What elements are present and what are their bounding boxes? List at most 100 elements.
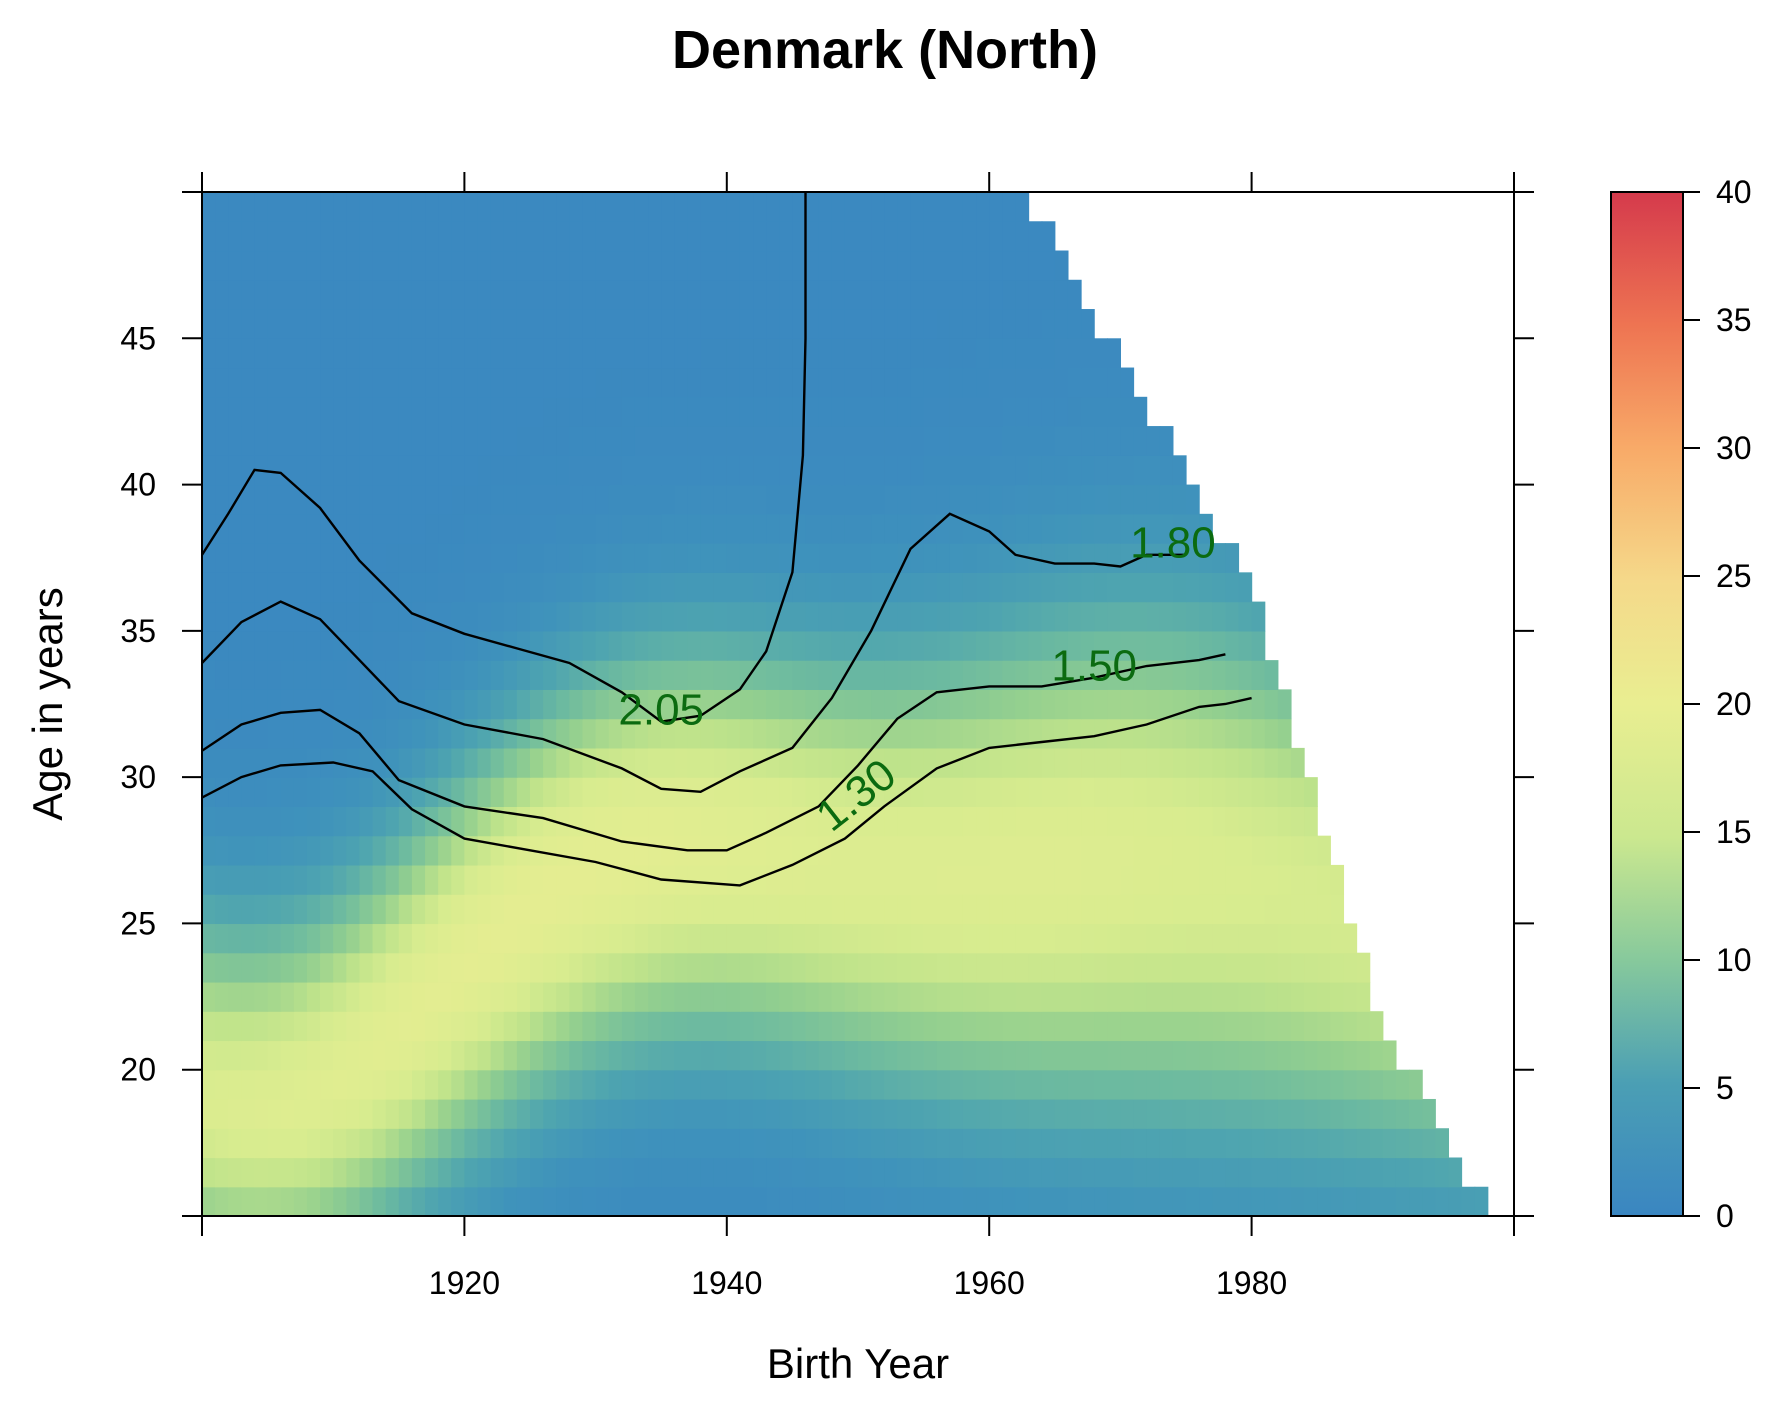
heatmap-cell: [530, 1186, 544, 1216]
heatmap-cell: [661, 981, 675, 1012]
heatmap-cell: [634, 367, 649, 398]
heatmap-cell: [556, 367, 570, 398]
heatmap-cell: [1094, 630, 1108, 661]
heatmap-cell: [267, 426, 282, 456]
heatmap-cell: [228, 1069, 242, 1100]
heatmap-cell: [713, 396, 728, 427]
heatmap-cell: [398, 1098, 413, 1129]
heatmap-cell: [884, 952, 898, 983]
heatmap-cell: [333, 894, 347, 925]
heatmap-cell: [713, 1157, 728, 1188]
heatmap-cell: [411, 426, 426, 456]
heatmap-cell: [805, 660, 820, 690]
heatmap-cell: [320, 543, 334, 573]
heatmap-cell: [989, 396, 1003, 427]
heatmap-cell: [844, 1186, 859, 1216]
heatmap-cell: [792, 864, 807, 895]
heatmap-cell: [1081, 367, 1095, 398]
heatmap-cell: [503, 484, 518, 515]
heatmap-cell: [648, 923, 662, 954]
heatmap-cell: [516, 806, 531, 837]
heatmap-cell: [569, 923, 584, 954]
heatmap-cell: [648, 689, 662, 720]
heatmap-cell: [634, 1098, 649, 1129]
heatmap-cell: [438, 630, 452, 661]
heatmap-cell: [936, 747, 951, 778]
heatmap-cell: [280, 309, 295, 339]
heatmap-cell: [753, 455, 767, 486]
heatmap-cell: [1107, 630, 1121, 661]
heatmap-cell: [451, 777, 465, 807]
heatmap-cell: [1172, 835, 1187, 866]
heatmap-cell: [1120, 777, 1135, 807]
heatmap-cell: [976, 1040, 990, 1071]
heatmap-cell: [595, 1011, 610, 1042]
heatmap-cell: [858, 601, 872, 632]
heatmap-cell: [1028, 747, 1043, 778]
heatmap-cell: [438, 1128, 452, 1159]
heatmap-cell: [831, 192, 846, 222]
heatmap-cell: [1054, 1157, 1069, 1188]
heatmap-cell: [805, 630, 820, 661]
heatmap-cell: [1028, 309, 1043, 339]
heatmap-cell: [215, 894, 229, 925]
heatmap-cell: [306, 338, 321, 369]
heatmap-cell: [1094, 1011, 1108, 1042]
heatmap-cell: [530, 250, 544, 281]
heatmap-cell: [398, 952, 413, 983]
heatmap-cell: [648, 777, 662, 807]
heatmap-cell: [884, 543, 898, 573]
heatmap-cell: [1172, 630, 1187, 661]
heatmap-cell: [1264, 1186, 1279, 1216]
heatmap-cell: [359, 1186, 374, 1216]
heatmap-cell: [779, 192, 793, 222]
heatmap-cell: [1304, 1186, 1318, 1216]
heatmap-cell: [477, 338, 492, 369]
heatmap-cell: [962, 426, 977, 456]
heatmap-cell: [1041, 279, 1056, 310]
heatmap-cell: [700, 279, 715, 310]
heatmap-cell: [1015, 923, 1030, 954]
heatmap-cell: [569, 601, 584, 632]
heatmap-cell: [831, 279, 846, 310]
heatmap-cell: [1133, 894, 1148, 925]
heatmap-cell: [989, 747, 1003, 778]
heatmap-cell: [700, 543, 715, 573]
heatmap-cell: [1186, 660, 1200, 690]
heatmap-cell: [621, 513, 636, 544]
heatmap-cell: [398, 1186, 413, 1216]
heatmap-cell: [674, 1040, 689, 1071]
heatmap-cell: [1199, 894, 1213, 925]
heatmap-cell: [1159, 426, 1174, 456]
heatmap-cell: [648, 279, 662, 310]
heatmap-cell: [569, 777, 584, 807]
heatmap-cell: [464, 279, 479, 310]
heatmap-cell: [962, 806, 977, 837]
heatmap-cell: [674, 952, 689, 983]
heatmap-cell: [320, 338, 334, 369]
heatmap-cell: [831, 923, 846, 954]
heatmap-cell: [1041, 806, 1056, 837]
heatmap-cell: [320, 572, 334, 603]
heatmap-cell: [293, 367, 308, 398]
heatmap-cell: [844, 309, 859, 339]
heatmap-cell: [700, 952, 715, 983]
heatmap-cell: [805, 279, 820, 310]
heatmap-cell: [1146, 864, 1161, 895]
heatmap-cell: [1172, 1186, 1187, 1216]
heatmap-cell: [346, 689, 361, 720]
heatmap-cell: [320, 1011, 334, 1042]
heatmap-cell: [477, 1128, 492, 1159]
contour-label-1.50: 1.50: [1051, 642, 1137, 691]
heatmap-cell: [490, 1098, 505, 1129]
heatmap-cell: [1238, 718, 1253, 749]
heatmap-cell: [202, 660, 216, 690]
heatmap-cell: [1041, 747, 1056, 778]
heatmap-cell: [608, 279, 623, 310]
heatmap-cell: [962, 923, 977, 954]
heatmap-cell: [871, 835, 885, 866]
heatmap-cell: [582, 894, 597, 925]
heatmap-cell: [1264, 1069, 1279, 1100]
heatmap-cell: [608, 221, 623, 252]
heatmap-cell: [910, 250, 925, 281]
